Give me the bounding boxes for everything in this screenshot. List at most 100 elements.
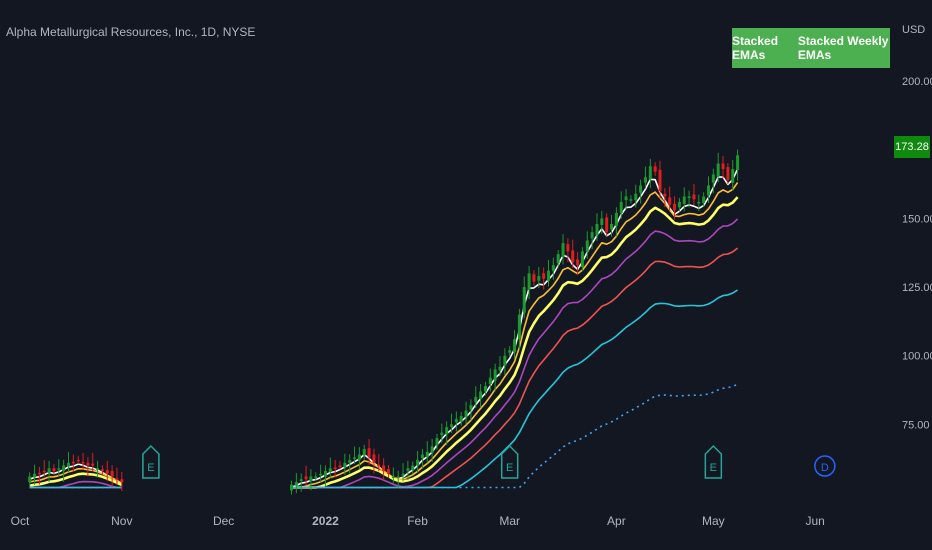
candle-body bbox=[546, 270, 550, 281]
candle-body bbox=[619, 201, 623, 213]
candle-body bbox=[100, 469, 104, 472]
candle-body bbox=[673, 203, 677, 211]
time-tick-label: Mar bbox=[499, 514, 520, 528]
candle-body bbox=[658, 169, 662, 191]
candle-body bbox=[697, 201, 701, 204]
candle-body bbox=[561, 243, 565, 258]
candle-body bbox=[643, 177, 647, 183]
candle-body bbox=[668, 197, 672, 205]
candle-body bbox=[328, 468, 332, 472]
candle-body bbox=[459, 416, 463, 422]
candle-body bbox=[42, 470, 46, 473]
time-axis[interactable]: Oct Nov Dec 2022 Feb Mar Apr May Jun bbox=[11, 514, 825, 528]
time-tick-label: 2022 bbox=[312, 514, 339, 528]
price-tick-label: 100.00 bbox=[902, 351, 932, 363]
candle-body bbox=[120, 479, 124, 483]
candle-body bbox=[86, 462, 90, 466]
earnings-marker bbox=[704, 444, 723, 479]
time-tick-label: May bbox=[702, 514, 725, 528]
badge-stacked-weekly-emas[interactable]: Stacked Weekly EMAs bbox=[797, 34, 889, 62]
ema-line bbox=[291, 196, 739, 489]
price-tick-label: 200.00 bbox=[902, 76, 932, 88]
candle-body bbox=[309, 476, 313, 482]
candle-body bbox=[585, 240, 589, 252]
candle-body bbox=[66, 462, 70, 467]
candle-body bbox=[469, 405, 473, 410]
event-marker-label: E bbox=[506, 462, 513, 474]
candle-body bbox=[605, 217, 609, 233]
price-axis[interactable]: 75.00 100.00 125.00 150.00 200.00 bbox=[902, 76, 932, 431]
earnings-marker bbox=[500, 444, 519, 479]
candle-body bbox=[47, 468, 51, 473]
candle-body bbox=[62, 465, 66, 472]
time-tick-label: Dec bbox=[213, 514, 234, 528]
candle-body bbox=[367, 448, 371, 458]
candle-body bbox=[479, 391, 483, 399]
candle-body bbox=[71, 461, 75, 464]
earnings-marker bbox=[142, 444, 160, 479]
candle-body bbox=[488, 377, 492, 385]
candle-body bbox=[464, 410, 468, 418]
candle-body bbox=[348, 460, 352, 463]
ema-line bbox=[291, 383, 738, 489]
candle-body bbox=[76, 459, 80, 462]
candle-body bbox=[323, 471, 327, 477]
candle-body bbox=[401, 473, 405, 476]
candle-body bbox=[416, 460, 420, 466]
candle-body bbox=[386, 469, 390, 474]
candle-body bbox=[522, 287, 526, 313]
ema-line bbox=[291, 218, 739, 489]
candle-body bbox=[294, 482, 298, 486]
candle-body bbox=[483, 385, 487, 392]
candle-body bbox=[425, 451, 429, 458]
event-marker-label: E bbox=[710, 462, 717, 474]
candle-body bbox=[576, 259, 580, 266]
last-price-label: 173.28 bbox=[894, 136, 930, 158]
candle-body bbox=[721, 163, 725, 170]
candle-body bbox=[702, 196, 706, 203]
candle-body bbox=[333, 467, 337, 469]
candle-body bbox=[314, 476, 318, 479]
candle-body bbox=[663, 193, 667, 197]
candle-body bbox=[411, 465, 415, 471]
time-tick-label: Apr bbox=[607, 514, 626, 528]
candle-body bbox=[624, 196, 628, 201]
candle-body bbox=[454, 418, 458, 423]
price-tick-label: 125.00 bbox=[902, 282, 932, 294]
candle-body bbox=[391, 476, 395, 479]
event-marker-label: E bbox=[147, 462, 154, 474]
candle-body bbox=[600, 218, 604, 225]
candle-body bbox=[527, 273, 531, 290]
dividend-marker bbox=[814, 455, 836, 477]
candle-body bbox=[590, 232, 594, 239]
candle-body bbox=[319, 473, 323, 476]
candle-body bbox=[343, 462, 347, 468]
ema-line bbox=[291, 182, 739, 489]
candle-body bbox=[610, 223, 614, 230]
candle-body bbox=[682, 196, 686, 204]
candle-body bbox=[396, 476, 400, 479]
candle-body bbox=[556, 254, 560, 264]
candle-body bbox=[406, 468, 410, 471]
candle-body bbox=[362, 449, 366, 456]
candle-body bbox=[377, 464, 381, 467]
currency-label: USD bbox=[902, 24, 926, 36]
candle-body bbox=[503, 355, 507, 366]
candle-body bbox=[91, 463, 95, 466]
candle-body bbox=[711, 174, 715, 183]
candle-body bbox=[430, 446, 434, 453]
candle-body bbox=[420, 454, 424, 459]
candle-body bbox=[736, 155, 740, 170]
candle-body bbox=[629, 199, 633, 201]
candle-body bbox=[57, 468, 61, 470]
indicator-badges[interactable]: Stacked EMAs Stacked Weekly EMAs bbox=[732, 28, 890, 68]
badge-stacked-emas[interactable]: Stacked EMAs bbox=[732, 34, 779, 62]
candle-body bbox=[450, 424, 454, 428]
candle-body bbox=[96, 468, 100, 470]
candle-body bbox=[648, 166, 652, 180]
candle-body bbox=[33, 473, 37, 478]
candle-body bbox=[372, 454, 376, 463]
candle-body bbox=[357, 454, 361, 461]
candle-body bbox=[304, 476, 308, 480]
